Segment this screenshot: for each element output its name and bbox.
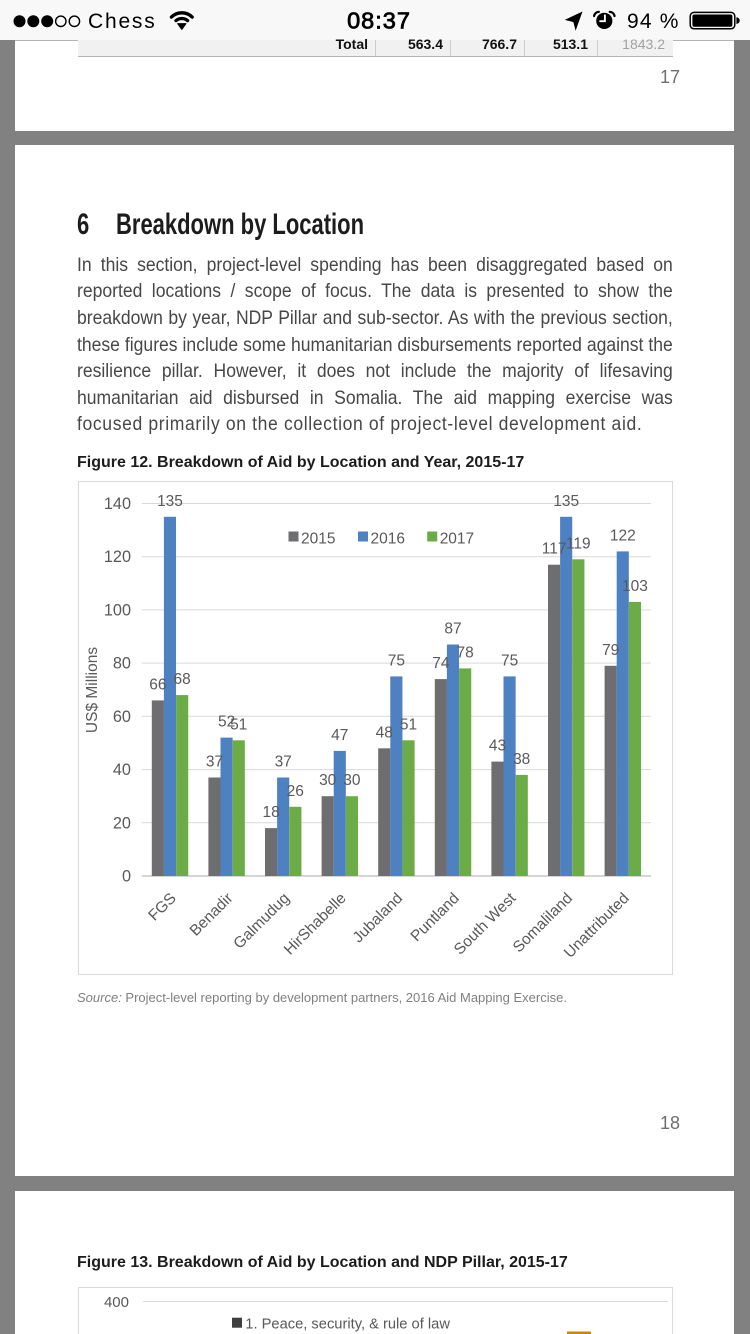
svg-text:2017: 2017 bbox=[440, 531, 474, 548]
svg-text:30: 30 bbox=[343, 772, 361, 789]
svg-text:43: 43 bbox=[489, 738, 506, 755]
svg-text:51: 51 bbox=[230, 716, 247, 733]
svg-text:08:37: 08:37 bbox=[347, 8, 411, 34]
svg-text:30: 30 bbox=[319, 772, 337, 789]
svg-text:US$ Millions: US$ Millions bbox=[84, 647, 101, 733]
svg-text:100: 100 bbox=[104, 601, 131, 619]
svg-text:117: 117 bbox=[542, 541, 567, 558]
svg-text:37: 37 bbox=[275, 754, 292, 771]
svg-text:78: 78 bbox=[456, 644, 473, 661]
svg-text:18: 18 bbox=[262, 804, 279, 821]
svg-text:66: 66 bbox=[149, 676, 166, 693]
svg-text:Chess: Chess bbox=[88, 10, 157, 33]
svg-text:2016: 2016 bbox=[371, 531, 405, 548]
svg-text:119: 119 bbox=[566, 535, 591, 552]
svg-text:135: 135 bbox=[553, 493, 579, 510]
svg-text:1. Peace, security, & rule of: 1. Peace, security, & rule of law bbox=[245, 1316, 450, 1332]
svg-text:75: 75 bbox=[388, 652, 405, 669]
svg-text:74: 74 bbox=[432, 655, 450, 672]
svg-text:80: 80 bbox=[113, 655, 131, 673]
svg-text:2015: 2015 bbox=[301, 531, 335, 548]
svg-text:37: 37 bbox=[206, 754, 223, 771]
svg-text:122: 122 bbox=[610, 527, 636, 544]
svg-text:38: 38 bbox=[513, 751, 530, 768]
svg-text:68: 68 bbox=[173, 671, 190, 688]
svg-text:79: 79 bbox=[602, 642, 619, 659]
svg-text:94 %: 94 % bbox=[627, 10, 680, 33]
svg-text:52: 52 bbox=[218, 714, 235, 731]
svg-text:60: 60 bbox=[113, 708, 131, 726]
svg-text:51: 51 bbox=[400, 716, 417, 733]
svg-text:47: 47 bbox=[331, 727, 348, 744]
svg-text:87: 87 bbox=[444, 621, 461, 638]
svg-text:48: 48 bbox=[376, 724, 393, 741]
svg-text:20: 20 bbox=[113, 814, 131, 832]
svg-text:103: 103 bbox=[622, 578, 648, 595]
svg-text:400: 400 bbox=[104, 1294, 129, 1311]
svg-text:135: 135 bbox=[157, 493, 183, 510]
svg-text:120: 120 bbox=[104, 548, 131, 566]
svg-text:0: 0 bbox=[122, 868, 131, 886]
svg-text:26: 26 bbox=[287, 783, 304, 800]
svg-text:40: 40 bbox=[113, 761, 131, 779]
svg-text:140: 140 bbox=[104, 495, 131, 513]
svg-text:75: 75 bbox=[501, 652, 518, 669]
